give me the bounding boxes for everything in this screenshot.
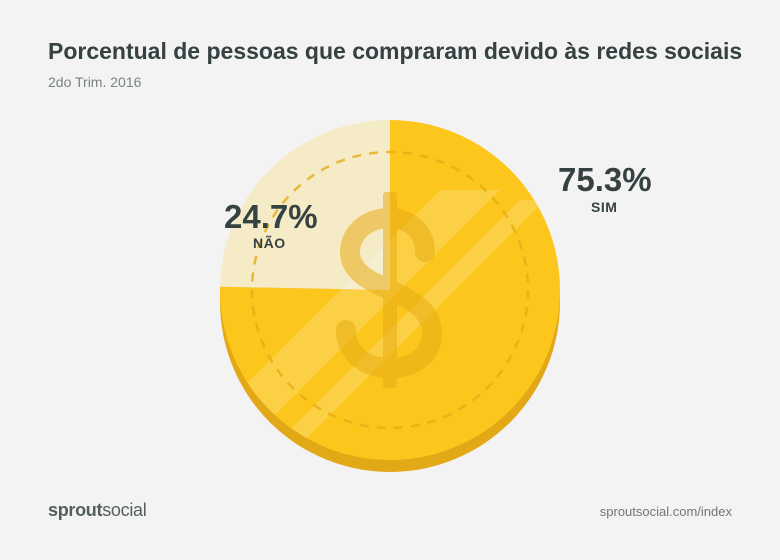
logo-bold: sprout (48, 500, 103, 520)
chart-title: Porcentual de pessoas que compraram devi… (48, 38, 743, 64)
slice-value-sim: 75.3% (558, 161, 652, 198)
coin-decoration (220, 150, 545, 460)
slice-value-nao: 24.7% (224, 198, 318, 235)
slice-label-sim: SIM (591, 199, 618, 215)
dollar-sign-icon (336, 192, 443, 388)
slice-label-nao: NÃO (253, 235, 286, 251)
footer-url[interactable]: sproutsocial.com/index (599, 504, 732, 519)
logo-regular: social (102, 500, 147, 520)
sproutsocial-logo: sproutsocial (48, 500, 147, 521)
chart-subtitle: 2do Trim. 2016 (48, 74, 142, 90)
